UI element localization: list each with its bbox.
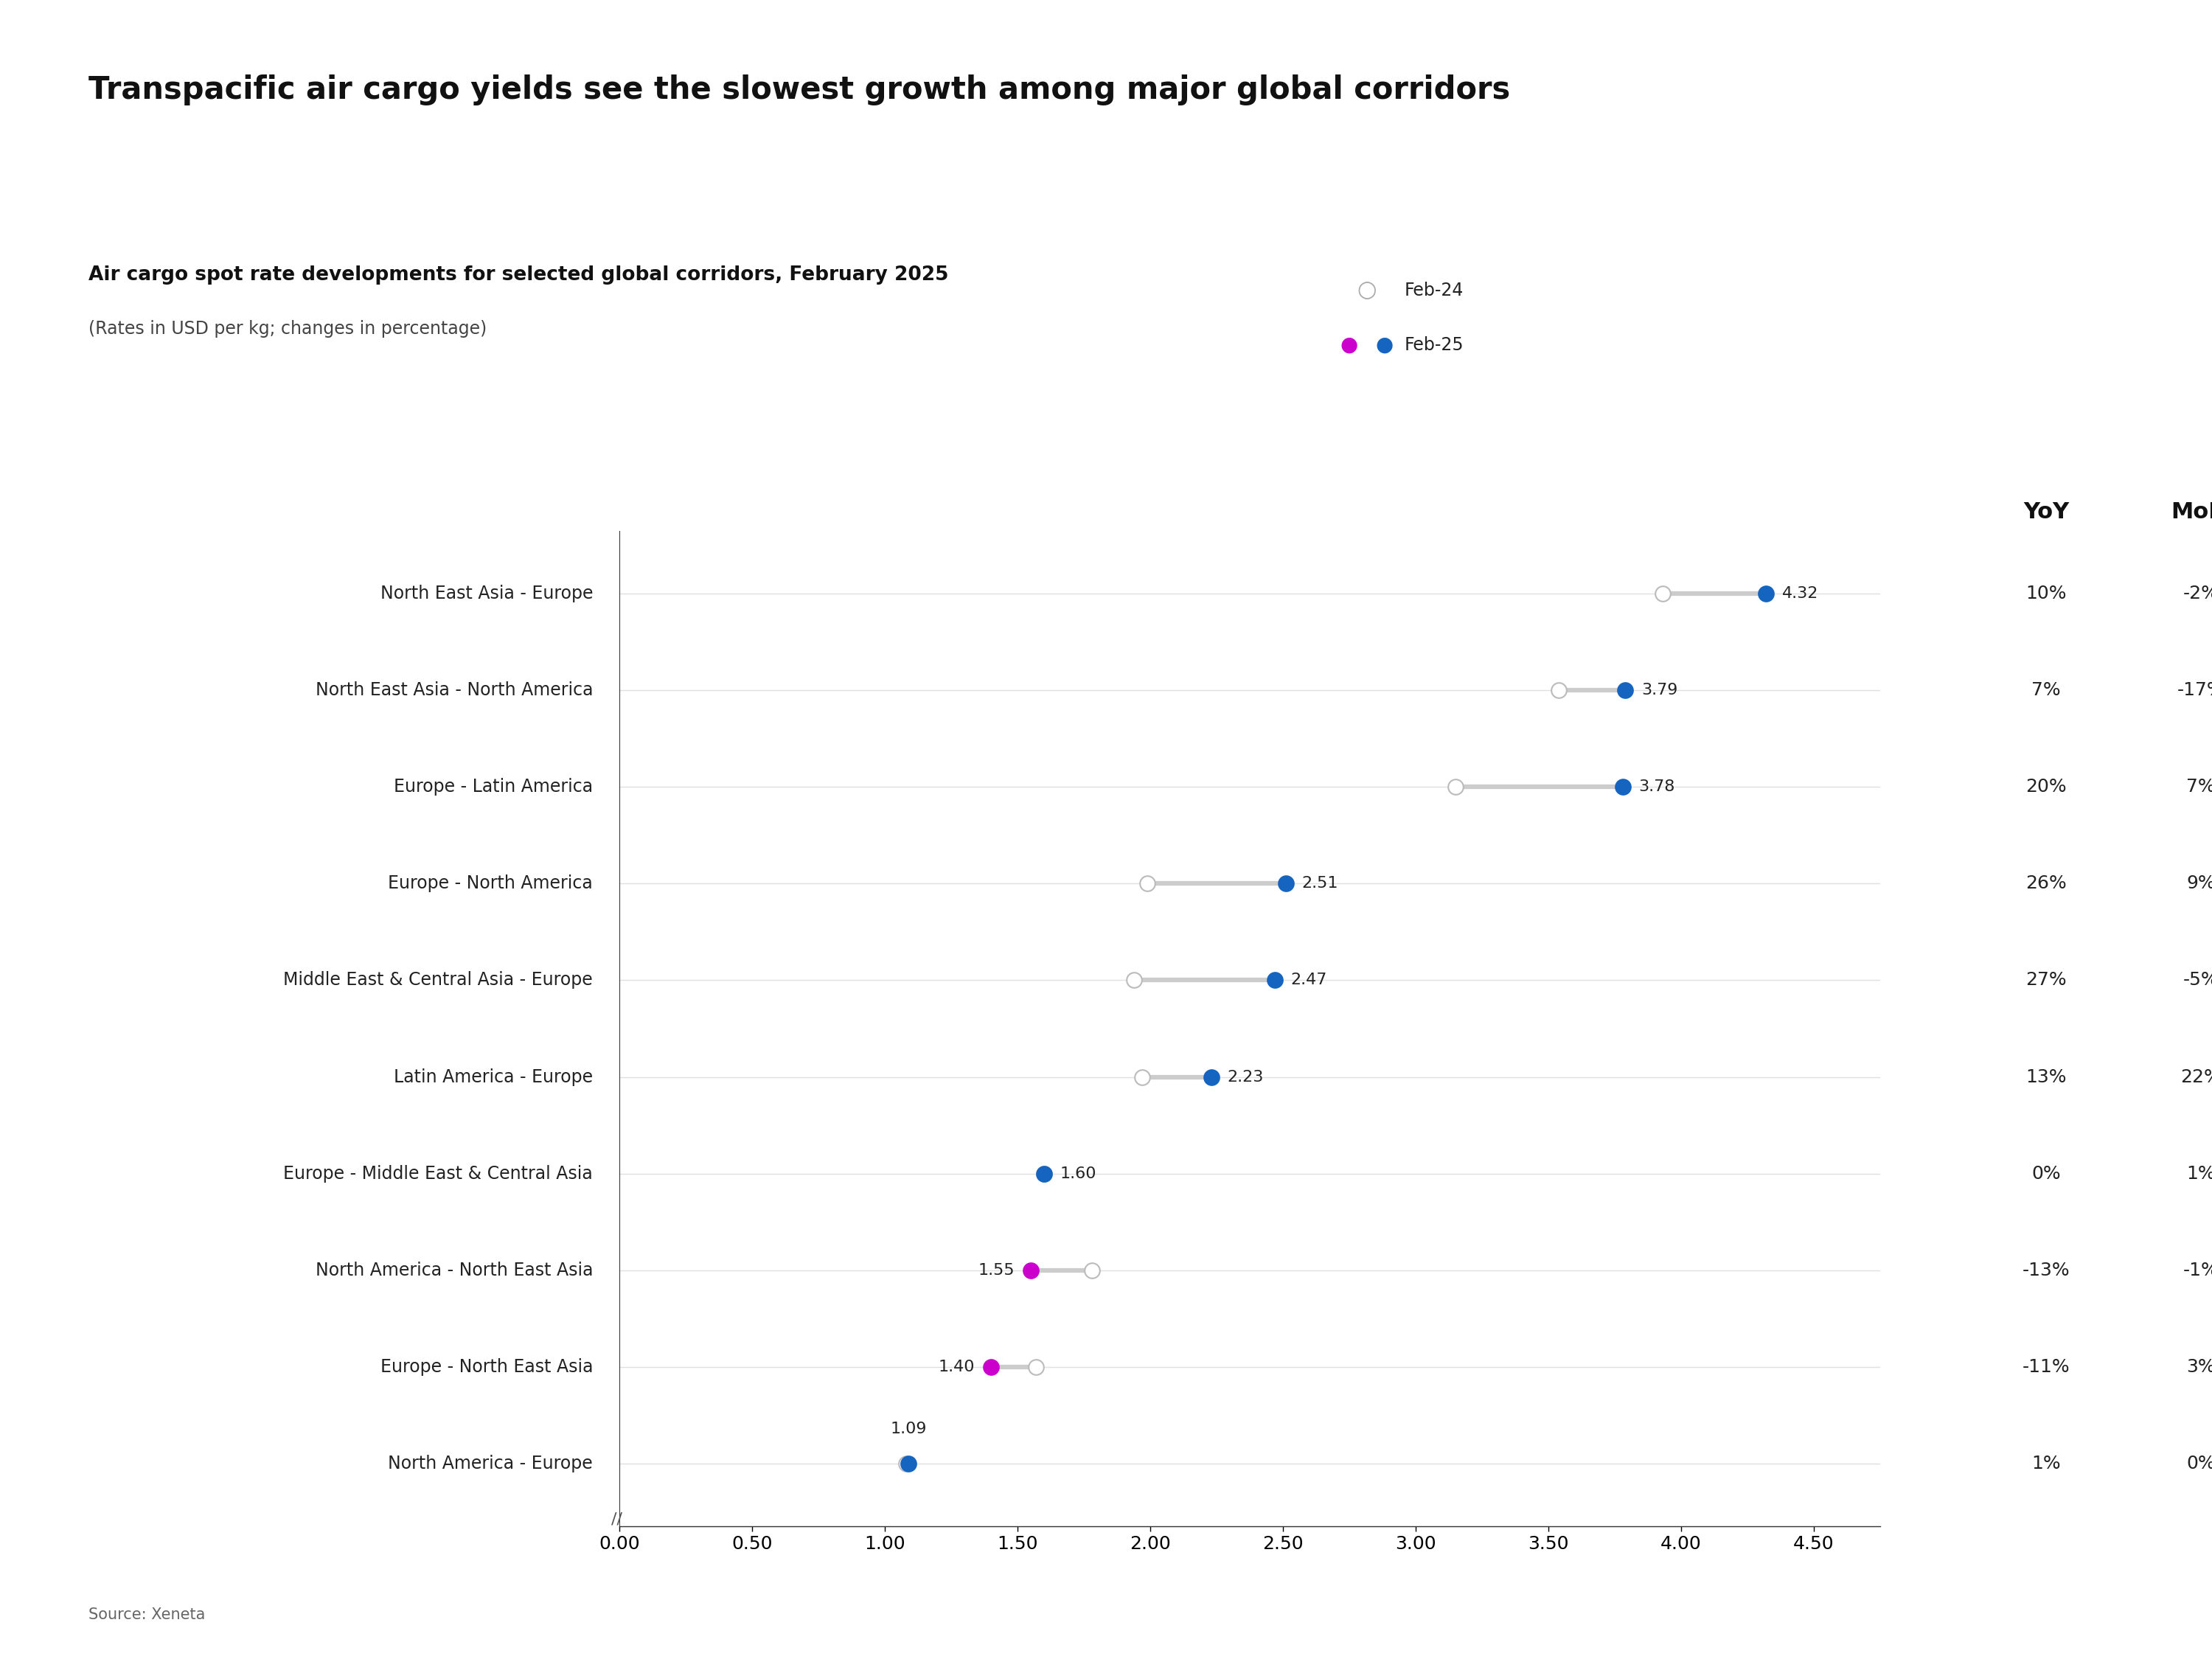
Text: Feb-24: Feb-24	[1405, 282, 1464, 299]
Text: 20%: 20%	[2026, 778, 2066, 796]
Text: Transpacific air cargo yields see the slowest growth among major global corridor: Transpacific air cargo yields see the sl…	[88, 75, 1511, 106]
Point	[1267, 871, 1303, 898]
Text: 1.60: 1.60	[1060, 1166, 1097, 1181]
Text: 0%: 0%	[2185, 1455, 2212, 1472]
Text: North America - Europe: North America - Europe	[387, 1455, 593, 1472]
Text: 10%: 10%	[2026, 586, 2066, 602]
Text: 3.78: 3.78	[1639, 780, 1674, 795]
Text: 3.79: 3.79	[1641, 684, 1677, 698]
Text: -17%: -17%	[2177, 682, 2212, 698]
Text: -2%: -2%	[2183, 586, 2212, 602]
Text: Europe - North America: Europe - North America	[387, 874, 593, 893]
Text: ○: ○	[1358, 280, 1376, 300]
Text: 7%: 7%	[2185, 778, 2212, 796]
Point	[1646, 581, 1681, 607]
Text: Europe - Middle East & Central Asia: Europe - Middle East & Central Asia	[283, 1165, 593, 1183]
Text: 1.55: 1.55	[978, 1262, 1015, 1277]
Text: 4.32: 4.32	[1783, 586, 1818, 601]
Text: YoY: YoY	[2024, 501, 2068, 523]
Point	[889, 1450, 925, 1477]
Point	[1013, 1258, 1048, 1284]
Point	[1606, 773, 1641, 800]
Text: 2.23: 2.23	[1228, 1070, 1263, 1085]
Text: 9%: 9%	[2185, 874, 2212, 893]
Text: Feb-25: Feb-25	[1405, 337, 1464, 353]
Text: 2.47: 2.47	[1292, 972, 1327, 987]
Point	[1018, 1354, 1053, 1380]
Text: 2.51: 2.51	[1301, 876, 1338, 891]
Text: Source: Xeneta: Source: Xeneta	[88, 1608, 206, 1623]
Text: ●: ●	[1376, 335, 1394, 355]
Text: 22%: 22%	[2181, 1068, 2212, 1085]
Text: 1.40: 1.40	[938, 1359, 975, 1374]
Point	[1117, 967, 1152, 994]
Point	[1124, 1063, 1159, 1090]
Text: -5%: -5%	[2183, 972, 2212, 989]
Text: 1.09: 1.09	[891, 1422, 927, 1437]
Text: Latin America - Europe: Latin America - Europe	[394, 1068, 593, 1085]
Point	[1194, 1063, 1230, 1090]
Point	[1130, 871, 1166, 898]
Text: 26%: 26%	[2026, 874, 2066, 893]
Point	[1542, 677, 1577, 703]
Text: Middle East & Central Asia - Europe: Middle East & Central Asia - Europe	[283, 972, 593, 989]
Text: -1%: -1%	[2183, 1261, 2212, 1279]
Point	[1075, 1258, 1110, 1284]
Point	[891, 1450, 927, 1477]
Text: MoM: MoM	[2170, 501, 2212, 523]
Point	[973, 1354, 1009, 1380]
Text: 7%: 7%	[2031, 682, 2062, 698]
Text: //: //	[611, 1511, 628, 1526]
Text: (Rates in USD per kg; changes in percentage): (Rates in USD per kg; changes in percent…	[88, 320, 487, 338]
Text: -11%: -11%	[2022, 1359, 2070, 1375]
Text: North East Asia - Europe: North East Asia - Europe	[380, 586, 593, 602]
Point	[1256, 967, 1292, 994]
Point	[1026, 1160, 1062, 1186]
Text: 3%: 3%	[2185, 1359, 2212, 1375]
Point	[1438, 773, 1473, 800]
Point	[1026, 1160, 1062, 1186]
Point	[1608, 677, 1644, 703]
Text: North America - North East Asia: North America - North East Asia	[314, 1261, 593, 1279]
Text: 0%: 0%	[2031, 1165, 2062, 1183]
Text: 27%: 27%	[2026, 972, 2066, 989]
Text: ●: ●	[1340, 335, 1358, 355]
Text: 13%: 13%	[2026, 1068, 2066, 1085]
Text: Europe - North East Asia: Europe - North East Asia	[380, 1359, 593, 1375]
Point	[1747, 581, 1783, 607]
Text: North East Asia - North America: North East Asia - North America	[314, 682, 593, 698]
Text: -13%: -13%	[2022, 1261, 2070, 1279]
Text: 1%: 1%	[2031, 1455, 2062, 1472]
Text: Europe - Latin America: Europe - Latin America	[394, 778, 593, 796]
Text: 1%: 1%	[2185, 1165, 2212, 1183]
Text: Air cargo spot rate developments for selected global corridors, February 2025: Air cargo spot rate developments for sel…	[88, 265, 949, 285]
